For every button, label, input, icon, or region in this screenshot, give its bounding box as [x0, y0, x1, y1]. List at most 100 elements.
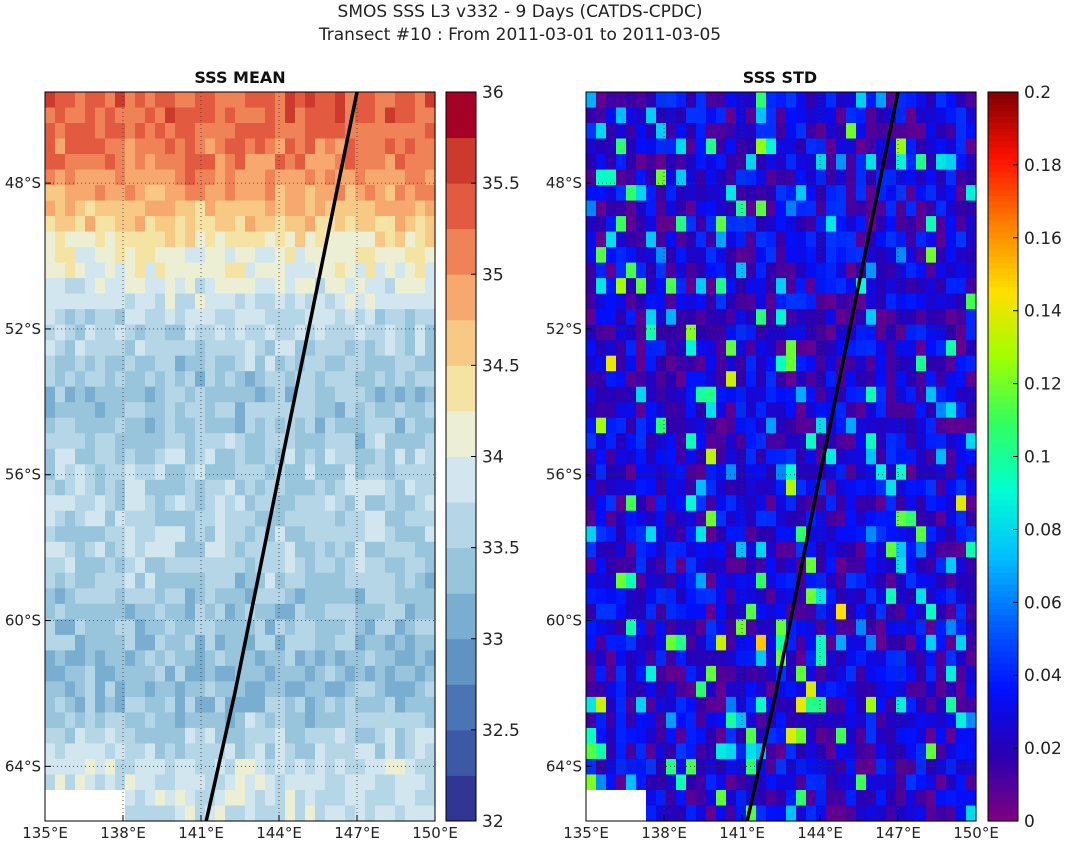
heatmap-cell — [315, 634, 326, 651]
heatmap-cell — [235, 758, 246, 776]
heatmap-cell — [586, 433, 597, 450]
heatmap-cell — [405, 557, 416, 574]
heatmap-cell — [165, 510, 176, 527]
heatmap-cell — [816, 402, 827, 419]
heatmap-cell — [415, 774, 426, 791]
heatmap-cell — [365, 464, 376, 481]
heatmap-cell — [225, 634, 236, 651]
colorbar-swatch — [446, 593, 476, 640]
heatmap-cell — [606, 758, 617, 776]
heatmap-cell — [926, 433, 937, 450]
heatmap-cell — [816, 541, 827, 558]
heatmap-cell — [295, 588, 306, 605]
heatmap-cell — [706, 123, 717, 140]
heatmap-cell — [806, 386, 817, 403]
heatmap-cell — [766, 92, 777, 109]
heatmap-cell — [285, 138, 296, 155]
heatmap-cell — [746, 619, 757, 636]
heatmap-cell — [305, 355, 316, 372]
heatmap-cell — [195, 200, 206, 217]
heatmap-cell — [866, 371, 877, 388]
heatmap-cell — [165, 665, 176, 682]
heatmap-cell — [235, 634, 246, 651]
heatmap-cell — [736, 805, 747, 822]
heatmap-cell — [816, 805, 827, 822]
heatmap-cell — [746, 603, 757, 620]
heatmap-cell — [295, 619, 306, 636]
heatmap-cell — [786, 92, 797, 109]
heatmap-cell — [165, 417, 176, 434]
heatmap-cell — [205, 805, 216, 822]
heatmap-cell — [125, 355, 136, 372]
heatmap-cell — [806, 805, 817, 822]
heatmap-cell — [966, 743, 977, 760]
heatmap-cell — [55, 665, 66, 682]
heatmap-cell — [305, 371, 316, 388]
heatmap-cell — [776, 386, 787, 403]
heatmap-cell — [415, 278, 426, 295]
heatmap-cell — [896, 107, 907, 124]
heatmap-cell — [646, 200, 657, 217]
heatmap-cell — [626, 216, 637, 233]
heatmap-cell — [305, 603, 316, 620]
heatmap-cell — [235, 386, 246, 403]
heatmap-cell — [425, 805, 436, 822]
heatmap-cell — [65, 774, 76, 791]
heatmap-cell — [305, 185, 316, 202]
heatmap-cell — [916, 588, 927, 605]
heatmap-cell — [596, 169, 607, 186]
heatmap-cell — [786, 665, 797, 682]
heatmap-cell — [225, 185, 236, 202]
colorbar-swatch — [988, 766, 1018, 773]
heatmap-cell — [866, 789, 877, 807]
heatmap-cell — [756, 681, 767, 698]
heatmap-cell — [395, 743, 406, 760]
heatmap-cell — [926, 371, 937, 388]
heatmap-cell — [786, 572, 797, 589]
heatmap-cell — [245, 386, 256, 403]
heatmap-cell — [145, 650, 156, 667]
heatmap-cell — [796, 758, 807, 776]
heatmap-cell — [375, 355, 386, 372]
heatmap-cell — [856, 650, 867, 667]
heatmap-cell — [305, 774, 316, 791]
heatmap-cell — [355, 386, 366, 403]
heatmap-cell — [315, 386, 326, 403]
heatmap-cell — [255, 107, 266, 124]
heatmap-cell — [666, 495, 677, 512]
heatmap-cell — [616, 572, 627, 589]
heatmap-cell — [105, 681, 116, 698]
heatmap-cell — [285, 324, 296, 341]
heatmap-cell — [916, 758, 927, 776]
heatmap-cell — [75, 650, 86, 667]
heatmap-cell — [85, 541, 96, 558]
colorbar-swatch — [988, 681, 1018, 688]
heatmap-cell — [936, 681, 947, 698]
heatmap-cell — [736, 727, 747, 745]
heatmap-cell — [886, 789, 897, 807]
heatmap-cell — [75, 634, 86, 651]
heatmap-cell — [175, 231, 186, 248]
heatmap-cell — [686, 789, 697, 807]
heatmap-cell — [395, 293, 406, 310]
heatmap-cell — [636, 293, 647, 310]
heatmap-cell — [946, 247, 957, 264]
colorbar-swatch — [988, 146, 1018, 154]
heatmap-cell — [315, 92, 326, 109]
heatmap-cell — [45, 743, 56, 760]
heatmap-cell — [736, 743, 747, 760]
heatmap-cell — [626, 386, 637, 403]
heatmap-cell — [956, 464, 967, 481]
heatmap-cell — [746, 448, 757, 465]
heatmap-cell — [746, 324, 757, 341]
heatmap-cell — [616, 805, 627, 822]
heatmap-cell — [415, 464, 426, 481]
heatmap-cell — [65, 433, 76, 450]
heatmap-cell — [385, 712, 396, 729]
colorbar-swatch — [988, 802, 1018, 810]
heatmap-cell — [866, 92, 877, 109]
heatmap-cell — [956, 138, 967, 155]
heatmap-cell — [305, 665, 316, 682]
heatmap-cell — [295, 541, 306, 558]
heatmap-cell — [165, 386, 176, 403]
